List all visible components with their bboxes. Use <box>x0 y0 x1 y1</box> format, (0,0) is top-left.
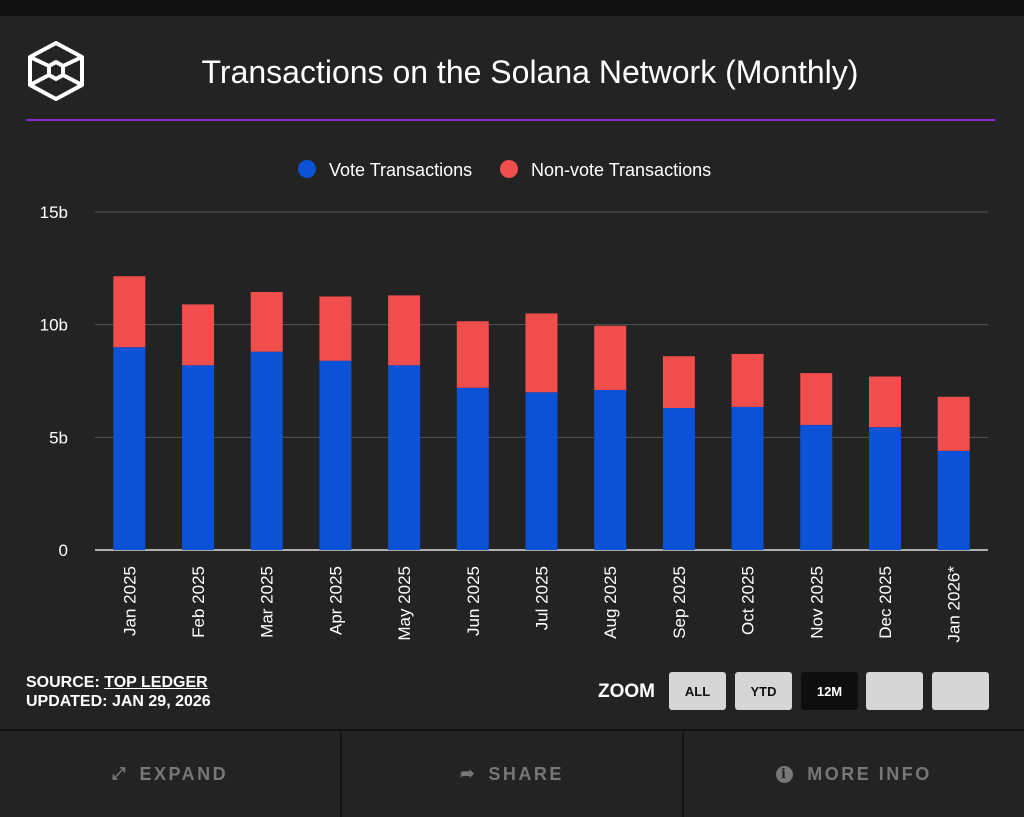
x-tick-label: Dec 2025 <box>876 566 895 639</box>
x-tick-label: May 2025 <box>395 566 414 641</box>
footer-bar: ⤢ EXPAND ➦ SHARE i MORE INFO <box>0 729 1024 817</box>
vote-bar <box>456 387 489 550</box>
nonvote-bar <box>319 296 352 361</box>
expand-button[interactable]: ⤢ EXPAND <box>0 731 342 817</box>
expand-arrows-icon: ⤢ <box>111 764 126 783</box>
vote-bar <box>113 347 146 550</box>
legend-label: Vote Transactions <box>329 160 472 180</box>
source-label: SOURCE: <box>26 674 100 691</box>
vote-bar <box>388 365 421 550</box>
vote-bar <box>182 365 215 550</box>
nonvote-bar <box>388 295 421 366</box>
vote-bar <box>800 424 833 550</box>
nonvote-bar <box>113 276 146 348</box>
zoom-blank-button-2[interactable] <box>932 672 989 710</box>
y-tick-label: 0 <box>59 541 68 560</box>
more-info-label: MORE INFO <box>807 763 932 784</box>
expand-label: EXPAND <box>139 763 229 784</box>
updated-label: UPDATED: <box>26 693 108 710</box>
info-icon: i <box>776 765 794 783</box>
more-info-button[interactable]: i MORE INFO <box>684 731 1024 817</box>
x-tick-label: Nov 2025 <box>807 566 826 639</box>
x-tick-label: Mar 2025 <box>258 566 277 638</box>
x-tick-label: Jun 2025 <box>464 566 483 636</box>
nonvote-bar <box>182 304 215 366</box>
share-label: SHARE <box>488 763 564 784</box>
nonvote-bar <box>525 313 558 393</box>
legend-label: Non-vote Transactions <box>531 160 711 180</box>
x-tick-label: Jan 2025 <box>120 566 139 636</box>
y-tick-label: 5b <box>49 428 68 447</box>
nonvote-bar <box>662 356 695 409</box>
vote-bar <box>250 351 283 550</box>
vote-bar <box>662 408 695 550</box>
title-divider <box>26 119 995 121</box>
source-info: SOURCE: TOP LEDGER UPDATED: JAN 29, 2026 <box>26 673 211 711</box>
updated-date: JAN 29, 2026 <box>111 693 211 710</box>
nonvote-bar <box>937 396 970 451</box>
x-tick-label: Sep 2025 <box>670 566 689 639</box>
top-bar <box>0 0 1024 16</box>
cube-logo-icon <box>28 41 84 101</box>
x-tick-label: Aug 2025 <box>601 566 620 639</box>
x-tick-label: Oct 2025 <box>739 566 758 635</box>
legend-marker-vote <box>298 160 316 178</box>
zoom-ytd-button[interactable]: YTD <box>735 672 792 710</box>
x-tick-label: Feb 2025 <box>189 566 208 638</box>
share-arrow-icon: ➦ <box>460 764 475 783</box>
nonvote-bar <box>868 376 901 428</box>
nonvote-bar <box>456 321 489 388</box>
x-tick-label: Jan 2026* <box>945 566 964 643</box>
zoom-12m-button[interactable]: 12M <box>801 672 858 710</box>
vote-bar <box>937 450 970 550</box>
y-tick-label: 15b <box>40 203 68 222</box>
vote-bar <box>594 390 627 550</box>
legend-marker-nonvote <box>500 160 518 178</box>
nonvote-bar <box>731 353 764 407</box>
zoom-blank-button-1[interactable] <box>866 672 923 710</box>
x-tick-label: Jul 2025 <box>533 566 552 630</box>
vote-bar <box>319 360 352 550</box>
vote-bar <box>525 392 558 550</box>
nonvote-bar <box>594 325 627 391</box>
zoom-all-button[interactable]: ALL <box>669 672 726 710</box>
nonvote-bar <box>800 373 833 425</box>
chart-title: Transactions on the Solana Network (Mont… <box>201 54 859 90</box>
share-button[interactable]: ➦ SHARE <box>342 731 684 817</box>
zoom-label: ZOOM <box>598 681 655 702</box>
x-tick-label: Apr 2025 <box>326 566 345 635</box>
nonvote-bar <box>250 291 283 352</box>
source-link[interactable]: TOP LEDGER <box>104 674 208 691</box>
y-tick-label: 10b <box>40 316 68 335</box>
vote-bar <box>731 406 764 550</box>
vote-bar <box>868 427 901 550</box>
stacked-bar-chart: 0 5b 10b 15b Vote Transactions Non-vote Trans… <box>40 160 988 643</box>
